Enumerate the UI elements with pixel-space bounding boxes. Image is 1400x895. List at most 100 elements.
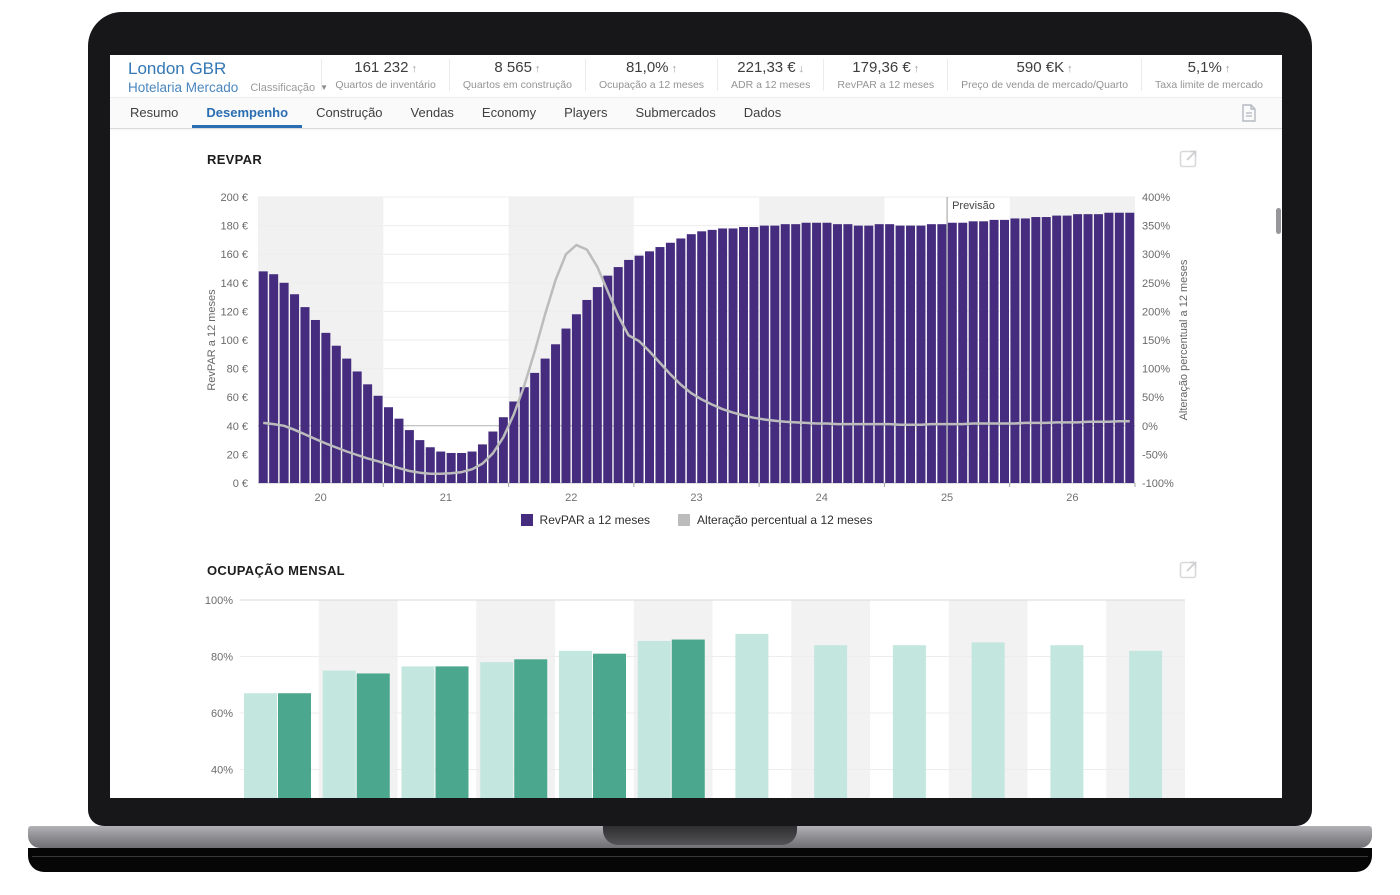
svg-text:26: 26 xyxy=(1066,492,1078,504)
svg-text:22: 22 xyxy=(565,492,577,504)
kpi-preco-de-venda-de-mercado-quarto: 590 €K ↑ Preço de venda de mercado/Quarto xyxy=(947,59,1141,91)
revpar-legend: RevPAR a 12 meses Alteração percentual a … xyxy=(258,513,1135,527)
revpar-card-title: REVPAR xyxy=(207,152,263,167)
svg-text:80%: 80% xyxy=(211,652,233,664)
svg-text:23: 23 xyxy=(690,492,702,504)
market-title: London GBR xyxy=(128,59,227,78)
scrollbar-thumb[interactable] xyxy=(1276,208,1281,234)
tab-submercados[interactable]: Submercados xyxy=(635,105,716,120)
svg-text:200%: 200% xyxy=(1142,306,1170,318)
occupancy-card-title: OCUPAÇÃO MENSAL xyxy=(207,563,345,578)
classification-dropdown[interactable]: Classificação ▼ xyxy=(250,82,328,94)
svg-text:20 €: 20 € xyxy=(227,449,248,461)
arrow-up-icon: ↑ xyxy=(1067,63,1073,75)
legend-swatch xyxy=(520,514,533,526)
svg-text:0%: 0% xyxy=(1142,421,1158,433)
kpi-value: 221,33 € ↓ xyxy=(737,59,805,76)
export-icon[interactable] xyxy=(1177,559,1199,581)
svg-text:120 €: 120 € xyxy=(220,306,248,318)
svg-text:80 €: 80 € xyxy=(227,364,248,376)
occupancy-card: OCUPAÇÃO MENSAL 100% 80% 60% 40% xyxy=(185,561,1197,798)
kpi-quartos-de-inventario: 161 232 ↑ Quartos de inventário xyxy=(321,59,448,91)
occupancy-chart: 100% 80% 60% 40% xyxy=(205,595,1185,798)
svg-text:0 €: 0 € xyxy=(233,478,248,490)
arrow-up-icon: ↑ xyxy=(411,63,417,75)
tab-vendas[interactable]: Vendas xyxy=(410,105,454,120)
svg-text:25: 25 xyxy=(941,492,953,504)
tab-desempenho[interactable]: Desempenho xyxy=(192,98,303,128)
chevron-down-icon: ▼ xyxy=(320,83,329,92)
kpi-ocupacao-a-12-meses: 81,0% ↑ Ocupação a 12 meses xyxy=(584,59,717,91)
svg-text:-50%: -50% xyxy=(1142,449,1168,461)
svg-text:21: 21 xyxy=(440,492,452,504)
svg-text:24: 24 xyxy=(816,492,828,504)
market-subtitle: Hotelaria Mercado xyxy=(128,80,239,95)
kpi-value: 8 565 ↑ xyxy=(494,59,541,76)
svg-text:Alteração percentual a 12 mese: Alteração percentual a 12 meses xyxy=(1178,259,1190,420)
legend-item-revpar-a-12-meses: RevPAR a 12 meses xyxy=(520,513,651,527)
legend-item-alteracao-percentual-a-12-meses: Alteração percentual a 12 meses xyxy=(678,513,872,527)
svg-text:60 €: 60 € xyxy=(227,392,248,404)
svg-text:100%: 100% xyxy=(205,595,233,607)
tab-economy[interactable]: Economy xyxy=(481,105,537,120)
svg-text:150%: 150% xyxy=(1142,335,1170,347)
classification-label: Classificação xyxy=(250,81,316,94)
kpi-adr-a-12-meses: 221,33 € ↓ ADR a 12 meses xyxy=(717,59,823,91)
svg-text:200 €: 200 € xyxy=(220,192,248,204)
kpi-strip: 161 232 ↑ Quartos de inventário 8 565 ↑ Quart… xyxy=(321,59,1276,91)
svg-text:40 €: 40 € xyxy=(227,421,248,433)
tab-dados[interactable]: Dados xyxy=(743,105,782,120)
svg-text:-100%: -100% xyxy=(1142,478,1174,490)
kpi-revpar-a-12-meses: 179,36 € ↑ RevPAR a 12 meses xyxy=(823,59,947,91)
svg-text:300%: 300% xyxy=(1142,249,1170,261)
svg-text:Previsão: Previsão xyxy=(952,200,995,212)
tab-bar: Resumo Desempenho Construção Vendas Economy P… xyxy=(110,97,1282,129)
legend-label: Alteração percentual a 12 meses xyxy=(697,513,873,527)
svg-text:100 €: 100 € xyxy=(220,335,248,347)
kpi-value: 5,1% ↑ xyxy=(1187,59,1231,76)
export-icon[interactable] xyxy=(1177,148,1199,170)
svg-text:60%: 60% xyxy=(211,708,233,720)
svg-text:50%: 50% xyxy=(1142,392,1164,404)
arrow-up-icon: ↑ xyxy=(913,63,920,75)
legend-label: RevPAR a 12 meses xyxy=(539,513,651,527)
laptop-base-shadow xyxy=(28,848,1372,872)
svg-text:140 €: 140 € xyxy=(220,278,248,290)
arrow-down-icon: ↓ xyxy=(798,63,805,75)
kpi-value: 590 €K ↑ xyxy=(1016,59,1073,76)
screen: London GBR Hotelaria Mercado Classificaç… xyxy=(110,55,1282,798)
app-header: London GBR Hotelaria Mercado Classificaç… xyxy=(110,55,1282,97)
arrow-up-icon: ↑ xyxy=(671,63,678,75)
svg-text:100%: 100% xyxy=(1142,364,1170,376)
kpi-value: 161 232 ↑ xyxy=(354,59,417,76)
svg-text:20: 20 xyxy=(315,492,327,504)
tab-players[interactable]: Players xyxy=(564,105,608,120)
svg-text:40%: 40% xyxy=(211,765,233,777)
kpi-label: ADR a 12 meses xyxy=(731,79,811,91)
svg-text:350%: 350% xyxy=(1142,221,1170,233)
kpi-value: 81,0% ↑ xyxy=(625,59,678,76)
tab-construcao[interactable]: Construção xyxy=(316,105,383,120)
svg-text:180 €: 180 € xyxy=(220,221,248,233)
revpar-card: REVPAR Previsão 200 €180 €160 €140 €120 €… xyxy=(185,150,1197,527)
kpi-label: RevPAR a 12 meses xyxy=(837,79,935,91)
arrow-up-icon: ↑ xyxy=(534,63,541,75)
svg-text:400%: 400% xyxy=(1142,192,1170,204)
kpi-quartos-em-construcao: 8 565 ↑ Quartos em construção xyxy=(448,59,585,91)
laptop-lid-notch xyxy=(603,826,797,845)
legend-swatch xyxy=(678,514,691,526)
svg-text:160 €: 160 € xyxy=(220,249,248,261)
kpi-taxa-limite-de-mercado: 5,1% ↑ Taxa limite de mercado xyxy=(1141,59,1276,91)
kpi-label: Taxa limite de mercado xyxy=(1155,79,1263,91)
kpi-label: Quartos de inventário xyxy=(335,79,436,91)
document-icon[interactable] xyxy=(1242,104,1256,122)
svg-text:RevPAR a 12 meses: RevPAR a 12 meses xyxy=(206,289,218,391)
kpi-value: 179,36 € ↑ xyxy=(852,59,920,76)
kpi-label: Ocupação a 12 meses xyxy=(598,79,705,91)
tab-resumo[interactable]: Resumo xyxy=(130,105,179,120)
kpi-label: Preço de venda de mercado/Quarto xyxy=(961,79,1129,91)
arrow-up-icon: ↑ xyxy=(1224,63,1231,75)
main-content: REVPAR Previsão 200 €180 €160 €140 €120 €… xyxy=(110,129,1282,798)
kpi-label: Quartos em construção xyxy=(462,79,572,91)
